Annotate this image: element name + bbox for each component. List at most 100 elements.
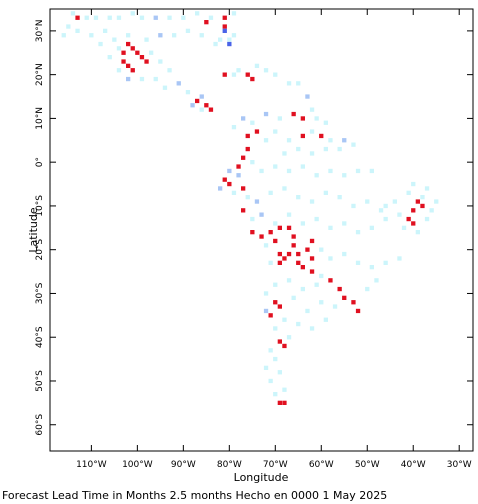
forecast-cell-red [309,269,315,274]
y-tick-label: 10°S [35,195,45,217]
forecast-cell-red [139,55,145,60]
forecast-cell-red [319,133,324,139]
forecast-cell-red [273,238,278,244]
forecast-cell-red [411,221,416,226]
forecast-cell-pale [383,260,388,265]
forecast-cell-red [241,155,246,160]
forecast-cell-pale [181,15,186,20]
forecast-cell-pale [167,68,172,73]
forecast-cell-pale [282,186,287,191]
forecast-cell-light-blue [259,212,264,217]
forecast-cell-pale [383,203,388,209]
forecast-cell-red [250,230,255,235]
x-axis-title: Longitude [234,471,289,484]
forecast-cell-pale [323,317,328,322]
forecast-cell-pale [314,216,319,222]
x-tick-label: 90°W [171,460,196,470]
forecast-cell-red [282,400,287,405]
forecast-cell-pale [328,225,333,230]
forecast-cell-red [291,111,296,117]
forecast-cell-pale [61,33,66,38]
forecast-cell-pale [273,326,278,331]
forecast-cell-red [309,238,315,244]
forecast-cell-pale [195,11,200,16]
forecast-cell-light-blue [241,116,246,121]
forecast-cell-pale [273,164,278,169]
y-tick-label: 0° [35,157,45,167]
forecast-cell-pale [231,190,237,195]
forecast-cell-pale [213,41,218,47]
forecast-cell-pale [273,221,278,226]
forecast-cell-pale [383,216,388,222]
forecast-cell-red [130,46,135,51]
forecast-cell-red [241,186,246,191]
forecast-cell-pale [268,348,273,353]
forecast-cell-red [268,230,273,235]
forecast-cell-red [300,116,305,121]
y-tick-label: 60°S [35,414,45,436]
forecast-cell-pale [291,295,296,300]
forecast-cell-pale [397,256,402,261]
forecast-cell-light-blue [153,15,158,20]
forecast-cell-pale [263,243,269,248]
x-tick-label: 50°W [355,460,380,470]
forecast-cell-red [227,181,232,187]
forecast-cell-pale [107,55,112,60]
forecast-cell-light-blue [263,111,269,117]
forecast-cell-red [208,107,214,112]
forecast-cell-pale [273,282,278,287]
x-tick-label: 40°W [401,460,426,470]
forecast-cell-pale [236,68,241,73]
forecast-cell-pale [273,392,278,397]
forecast-cell-pale [93,15,99,20]
forecast-cell-pale [250,120,255,125]
y-tick-label: 30°N [35,20,45,43]
forecast-cell-pale [227,37,232,42]
axis-ticks: 110°W 100°W 90°W 80°W 70°W 60°W 50°W 40°W 30°W 30… [35,9,473,470]
forecast-cell-red [296,251,301,257]
forecast-cell-light-blue [126,76,131,82]
forecast-cell-pale [89,33,94,38]
x-tick-label: 100°W [122,460,153,470]
forecast-cell-pale [369,225,374,230]
forecast-cell-red [259,234,264,239]
forecast-cell-pale [277,370,282,375]
forecast-cell-red [355,308,361,314]
forecast-cell-pale [116,46,122,51]
forecast-cell-pale [286,81,292,86]
forecast-cell-pale [351,142,356,147]
forecast-cell-red [277,400,282,405]
forecast-cell-pale [273,129,278,134]
forecast-cell-light-blue [263,308,269,314]
forecast-cell-red [291,243,296,248]
forecast-cell-pale [296,146,301,152]
forecast-cell-pale [84,15,89,20]
forecast-cell-pale [153,76,158,82]
forecast-cell-pale [342,221,347,226]
forecast-cell-pale [323,190,328,195]
y-tick-label: 30°S [35,282,45,304]
forecast-cell-red [282,256,287,261]
forecast-cell-red [305,247,310,252]
forecast-cell-pale [424,216,430,222]
forecast-cell-pale [75,28,80,33]
forecast-cell-pale [420,195,425,200]
forecast-cell-red [286,251,292,257]
forecast-cell-pale [263,138,269,143]
forecast-cell-red [135,50,140,55]
x-tick-label: 70°W [263,460,288,470]
forecast-cell-red [236,164,241,169]
forecast-cell-pale [273,356,278,362]
forecast-cell-light-blue [254,199,260,204]
forecast-cell-pale [392,199,397,204]
forecast-cell-light-blue [158,33,163,38]
forecast-cell-pale [300,286,305,292]
forecast-cell-pale [351,203,356,209]
forecast-cell-light-blue [199,94,204,99]
forecast-cell-blue [222,28,227,33]
forecast-cell-pale [250,160,255,165]
forecast-cell-red [291,234,296,239]
forecast-cell-light-blue [176,81,181,86]
forecast-cell-red [277,251,282,257]
